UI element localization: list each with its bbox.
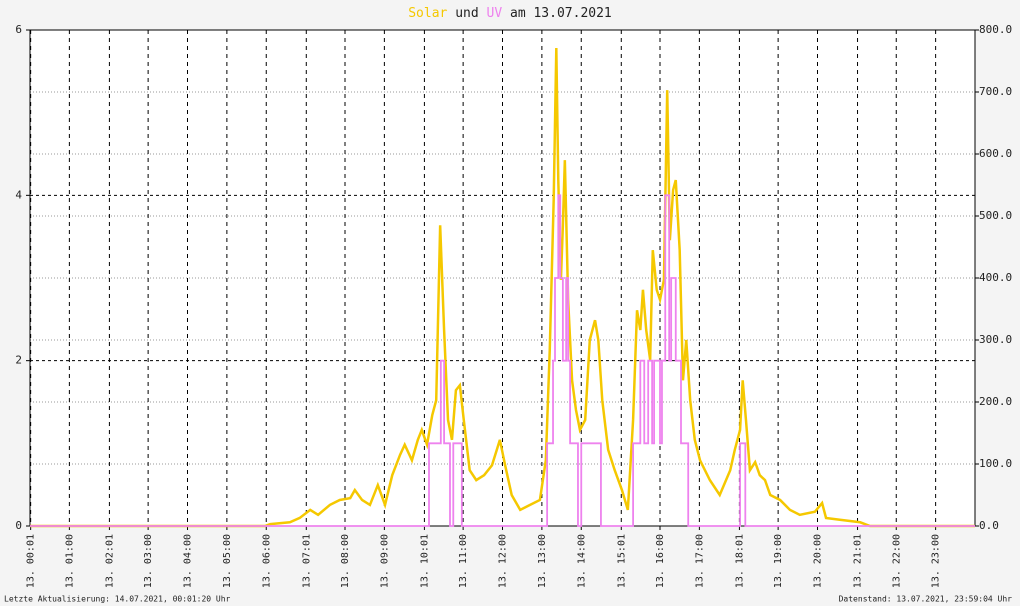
x-tick-label: 13. 20:00 <box>813 534 824 588</box>
title-word: Solar <box>408 6 447 21</box>
x-tick-label: 13. 06:00 <box>261 534 272 588</box>
y2-tick-label: 400.0 <box>979 271 1012 284</box>
x-tick-label: 13. 19:00 <box>773 534 784 588</box>
footer-left: Letzte Aktualisierung: 14.07.2021, 00:01… <box>4 595 231 604</box>
x-tick-label: 13. 02:01 <box>104 534 115 588</box>
x-tick-label: 13. 04:00 <box>183 534 194 588</box>
series-line <box>30 194 975 527</box>
y-tick-label: 0 <box>15 519 22 532</box>
y2-tick-label: 300.0 <box>979 333 1012 346</box>
y2-tick-label: 800.0 <box>979 23 1012 36</box>
x-tick-label: 13. 23:00 <box>931 534 942 588</box>
x-tick-label: 13. 17:00 <box>694 534 705 588</box>
x-tick-label: 13. 13:00 <box>537 534 548 588</box>
y-tick-label: 2 <box>15 354 22 367</box>
y-tick-label: 6 <box>15 23 22 36</box>
footer-right: Datenstand: 13.07.2021, 23:59:04 Uhr <box>839 595 1013 604</box>
x-tick-label: 13. 22:00 <box>891 534 902 588</box>
chart-title: Solar und UV am 13.07.2021 <box>408 6 612 21</box>
x-tick-label: 13. 07:01 <box>301 534 312 588</box>
x-tick-label: 13. 12:00 <box>498 534 509 588</box>
x-tick-label: 13. 08:00 <box>340 534 351 588</box>
x-tick-label: 13. 14:00 <box>576 534 587 588</box>
y2-tick-label: 200.0 <box>979 395 1012 408</box>
y2-tick-label: 100.0 <box>979 457 1012 470</box>
x-tick-label: 13. 09:00 <box>379 534 390 588</box>
x-tick-label: 13. 16:00 <box>655 534 666 588</box>
y2-tick-label: 700.0 <box>979 85 1012 98</box>
title-word: und <box>455 6 478 21</box>
y-tick-label: 4 <box>15 188 22 201</box>
x-tick-label: 13. 18:01 <box>734 534 745 588</box>
title-word: UV <box>487 6 503 21</box>
y2-tick-label: 600.0 <box>979 147 1012 160</box>
x-tick-label: 13. 10:01 <box>419 534 430 588</box>
x-tick-label: 13. 21:01 <box>853 534 864 588</box>
x-tick-label: 13. 03:00 <box>143 534 154 588</box>
x-tick-label: 13. 01:00 <box>64 534 75 588</box>
series-line <box>30 47 975 528</box>
x-tick-label: 13. 05:00 <box>222 534 233 588</box>
y2-tick-label: 500.0 <box>979 209 1012 222</box>
x-tick-label: 13. 00:01 <box>26 534 37 588</box>
x-tick-label: 13. 11:00 <box>458 534 469 588</box>
y2-tick-label: 0.0 <box>979 519 999 532</box>
x-tick-label: 13. 15:01 <box>616 534 627 588</box>
title-word: am 13.07.2021 <box>510 6 612 21</box>
